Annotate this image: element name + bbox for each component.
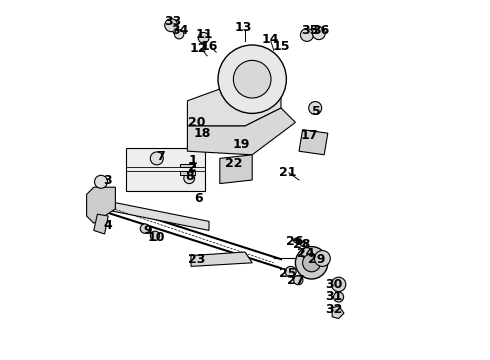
Circle shape xyxy=(218,45,286,113)
Text: 11: 11 xyxy=(196,28,214,41)
Text: 32: 32 xyxy=(325,303,343,316)
Text: 1: 1 xyxy=(189,154,197,167)
Polygon shape xyxy=(187,108,295,155)
Text: 36: 36 xyxy=(312,24,329,37)
Bar xyxy=(180,171,195,175)
Text: 29: 29 xyxy=(308,253,326,266)
Text: 18: 18 xyxy=(193,127,211,140)
Text: 14: 14 xyxy=(262,33,279,46)
Circle shape xyxy=(334,292,343,302)
Polygon shape xyxy=(101,200,209,230)
Text: 23: 23 xyxy=(188,253,205,266)
Text: 35: 35 xyxy=(301,24,319,37)
Circle shape xyxy=(150,152,163,165)
Circle shape xyxy=(285,266,296,277)
Polygon shape xyxy=(220,155,252,184)
Circle shape xyxy=(300,28,314,41)
Text: 33: 33 xyxy=(164,15,182,28)
Text: 20: 20 xyxy=(188,116,205,129)
Text: 7: 7 xyxy=(156,150,165,163)
Text: 15: 15 xyxy=(272,40,290,53)
Text: 26: 26 xyxy=(286,235,303,248)
Circle shape xyxy=(295,247,328,279)
Circle shape xyxy=(184,173,195,184)
Text: 25: 25 xyxy=(279,267,296,280)
Circle shape xyxy=(150,231,160,240)
Text: 22: 22 xyxy=(225,157,243,170)
Ellipse shape xyxy=(300,242,307,247)
Circle shape xyxy=(165,19,178,32)
Polygon shape xyxy=(87,187,116,223)
Circle shape xyxy=(95,175,107,188)
Circle shape xyxy=(303,254,320,272)
Circle shape xyxy=(315,251,330,266)
Text: 30: 30 xyxy=(325,278,343,291)
Text: 13: 13 xyxy=(235,21,252,33)
Text: 19: 19 xyxy=(233,138,250,150)
Polygon shape xyxy=(332,306,344,319)
Text: 24: 24 xyxy=(297,247,315,260)
Polygon shape xyxy=(299,130,328,155)
Text: 3: 3 xyxy=(103,174,112,186)
Text: 2: 2 xyxy=(189,161,197,174)
Text: 5: 5 xyxy=(312,105,320,118)
Circle shape xyxy=(309,102,321,114)
Polygon shape xyxy=(187,72,281,126)
Circle shape xyxy=(312,27,325,40)
Text: 4: 4 xyxy=(103,219,112,231)
Text: 10: 10 xyxy=(148,231,166,244)
Bar xyxy=(126,148,205,191)
Text: 28: 28 xyxy=(293,238,311,251)
Circle shape xyxy=(301,248,312,258)
Text: 6: 6 xyxy=(194,192,202,204)
Bar xyxy=(180,164,195,167)
Circle shape xyxy=(198,32,209,43)
Text: 8: 8 xyxy=(185,170,194,183)
Text: 16: 16 xyxy=(200,40,218,53)
Text: 17: 17 xyxy=(301,129,318,141)
Polygon shape xyxy=(191,252,252,266)
Text: 12: 12 xyxy=(190,42,207,55)
Circle shape xyxy=(174,30,184,39)
Circle shape xyxy=(294,275,303,285)
Circle shape xyxy=(233,60,271,98)
Text: 21: 21 xyxy=(279,166,297,179)
Text: 9: 9 xyxy=(144,224,152,237)
Text: 31: 31 xyxy=(325,291,343,303)
Circle shape xyxy=(140,224,149,233)
Polygon shape xyxy=(94,214,108,234)
Circle shape xyxy=(331,277,346,292)
Ellipse shape xyxy=(294,238,301,243)
Text: 27: 27 xyxy=(287,274,304,287)
Text: 34: 34 xyxy=(172,24,189,37)
